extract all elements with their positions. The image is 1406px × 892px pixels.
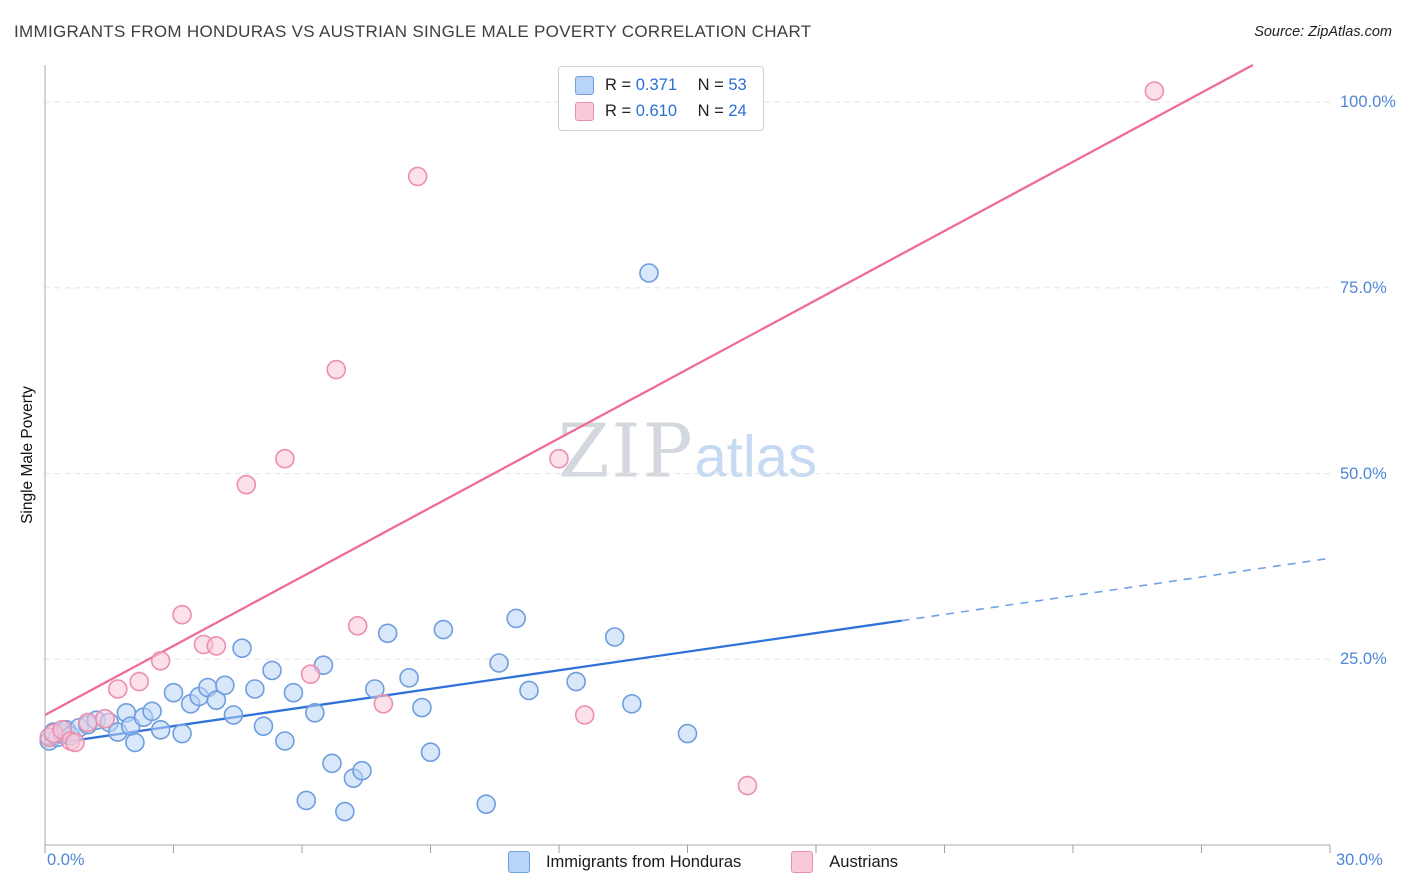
legend-row-honduras: R = 0.371 N = 53 xyxy=(575,76,747,95)
n-label: N = xyxy=(697,102,724,120)
legend-text: R = 0.610 N = 24 xyxy=(605,102,747,121)
bottom-legend-label-austrians: Austrians xyxy=(829,852,899,871)
n-label: N = xyxy=(697,76,724,94)
y-axis-title: Single Male Poverty xyxy=(19,386,36,524)
bottom-legend-label-honduras: Immigrants from Honduras xyxy=(545,852,742,871)
r-label: R = xyxy=(605,102,632,120)
legend-swatch-pink xyxy=(575,102,594,121)
legend-row-austrians: R = 0.610 N = 24 xyxy=(575,102,747,121)
n-value-austrians: 24 xyxy=(728,102,747,120)
scatter-plot xyxy=(39,63,1331,853)
bottom-legend-swatch-honduras xyxy=(507,851,530,873)
bottom-legend: Immigrants from Honduras Austrians xyxy=(0,851,1406,873)
source-label: Source: ZipAtlas.com xyxy=(1254,24,1392,40)
legend-swatch-blue xyxy=(575,76,594,95)
chart-title: IMMIGRANTS FROM HONDURAS VS AUSTRIAN SIN… xyxy=(14,22,812,41)
x-tick-label-min: 0.0% xyxy=(47,851,85,869)
r-value-honduras: 0.371 xyxy=(635,76,678,94)
legend-text: R = 0.371 N = 53 xyxy=(605,76,747,95)
chart-area: ZIP atlas xyxy=(39,63,1331,853)
bottom-legend-swatch-austrians xyxy=(791,851,814,873)
y-tick-label-75: 75.0% xyxy=(1340,278,1387,297)
y-tick-label-50: 50.0% xyxy=(1340,464,1387,483)
n-value-honduras: 53 xyxy=(728,76,747,94)
r-label: R = xyxy=(605,76,632,94)
x-tick-label-max: 30.0% xyxy=(1336,851,1383,869)
legend-box: R = 0.371 N = 53 R = 0.610 N = 24 xyxy=(558,66,764,131)
y-tick-label-100: 100.0% xyxy=(1340,93,1396,112)
y-tick-label-25: 25.0% xyxy=(1340,650,1387,669)
r-value-austrians: 0.610 xyxy=(635,102,678,120)
